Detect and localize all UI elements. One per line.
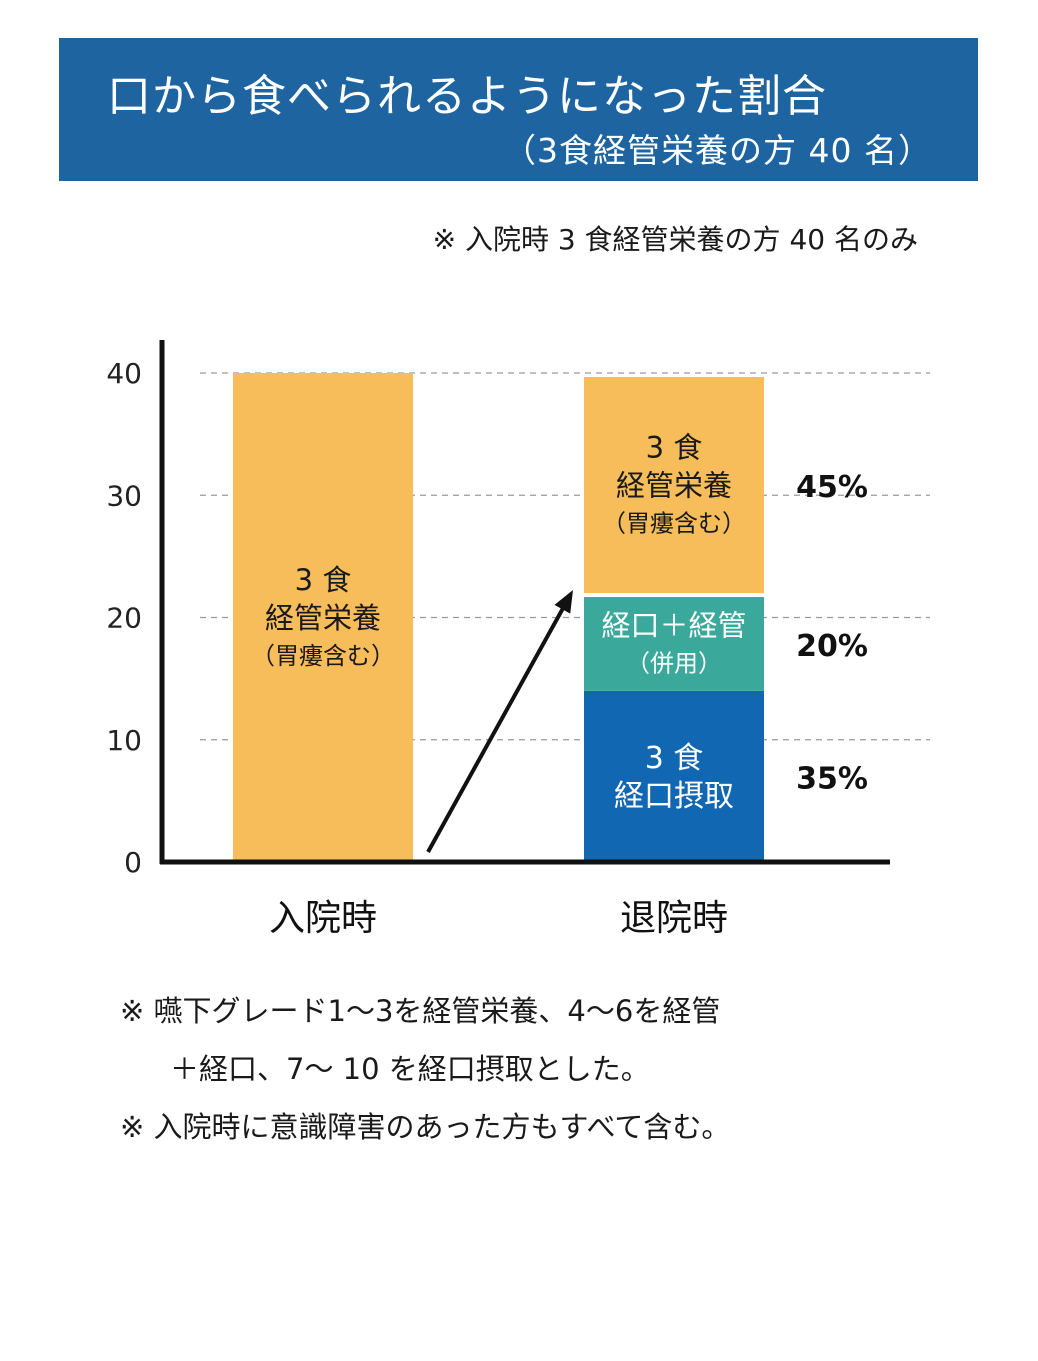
trend-arrow-head bbox=[554, 590, 573, 614]
percent-label: 45% bbox=[796, 470, 868, 505]
scope-note: ※ 入院時 3 食経管栄養の方 40 名のみ bbox=[432, 223, 918, 256]
percent-label: 35% bbox=[796, 761, 868, 796]
trend-arrow-shaft bbox=[426, 600, 569, 853]
footnotes: ※ 嚥下グレード1～3を経管栄養、4～6を経管 ＋経口、7～ 10 を経口摂取と… bbox=[120, 982, 730, 1156]
segment-label: 3 食 bbox=[646, 430, 703, 464]
bar-tube bbox=[233, 373, 413, 862]
segment-label: 3 食 bbox=[645, 741, 704, 776]
y-tick-label: 10 bbox=[106, 724, 142, 757]
chart-title: 口から食べられるようになった割合 bbox=[107, 71, 827, 122]
footnote-2: ※ 入院時に意識障害のあった方もすべて含む。 bbox=[120, 1110, 731, 1144]
title-banner: 口から食べられるようになった割合 （3食経管栄養の方 40 名） bbox=[59, 38, 978, 181]
y-tick-label: 30 bbox=[106, 479, 142, 512]
chart-subtitle: （3食経管栄養の方 40 名） bbox=[503, 131, 932, 170]
segment-label: 経管栄養 bbox=[265, 601, 381, 635]
bar-tube bbox=[584, 377, 764, 594]
segment-label: 経口＋経管 bbox=[601, 608, 746, 642]
x-category-label: 入院時 bbox=[269, 898, 377, 939]
bar-mixed bbox=[584, 597, 764, 691]
segment-label: 3 食 bbox=[295, 563, 352, 597]
y-tick-label: 0 bbox=[124, 846, 142, 879]
percent-label: 20% bbox=[796, 629, 868, 664]
y-tick-label: 40 bbox=[106, 357, 142, 390]
segment-label: 経管栄養 bbox=[616, 468, 732, 502]
segment-label: （胃瘻含む） bbox=[251, 642, 395, 670]
y-tick-label: 20 bbox=[106, 602, 142, 635]
footnote-1: ※ 嚥下グレード1～3を経管栄養、4～6を経管 bbox=[120, 994, 721, 1028]
segment-label: （併用） bbox=[626, 650, 722, 678]
segment-label: （胃瘻含む） bbox=[602, 510, 746, 538]
bar-oral bbox=[584, 690, 764, 862]
footnote-1-cont: ＋経口、7～ 10 を経口摂取とした。 bbox=[170, 1052, 650, 1086]
x-category-label: 退院時 bbox=[620, 898, 728, 939]
segment-label: 経口摂取 bbox=[614, 779, 734, 814]
